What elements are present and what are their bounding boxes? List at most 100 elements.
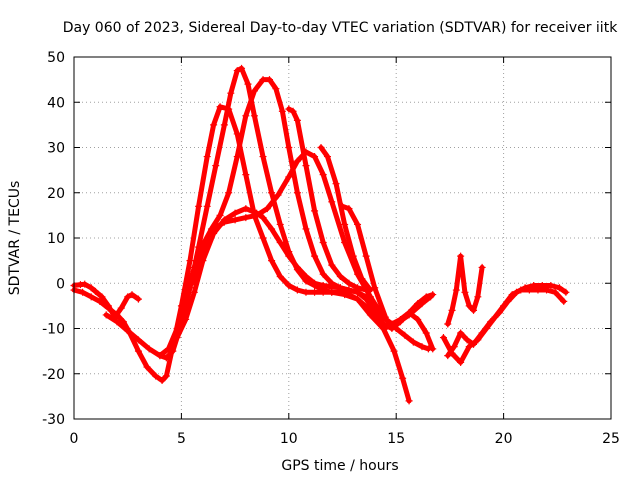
series-arc-9 (339, 202, 389, 321)
data-point (259, 153, 267, 161)
data-point (422, 329, 430, 337)
data-point (210, 121, 218, 129)
x-tick-labels: 0 5 10 15 20 25 (70, 431, 620, 447)
data-point (362, 252, 370, 260)
data-point (285, 144, 293, 151)
data-point (285, 282, 293, 290)
data-point (371, 284, 379, 292)
data-point (354, 284, 362, 292)
data-point (555, 284, 563, 292)
data-point (220, 218, 228, 226)
data-point (444, 352, 452, 360)
data-point (186, 257, 194, 265)
data-point (145, 345, 153, 353)
data-point (444, 320, 452, 328)
data-point (551, 288, 559, 296)
data-point (345, 286, 353, 294)
series-arc-8 (317, 144, 374, 294)
data-point (195, 202, 203, 210)
data-point (156, 352, 164, 360)
data-point (158, 377, 166, 385)
data-point (250, 87, 258, 95)
data-point (203, 153, 211, 161)
data-point (113, 311, 121, 319)
data-point (152, 372, 160, 380)
data-point (134, 295, 142, 303)
data-point (452, 286, 460, 294)
series-arc-12 (444, 252, 486, 328)
data-point (253, 211, 261, 219)
data-point (401, 331, 409, 339)
data-point (418, 343, 426, 351)
data-point (302, 225, 310, 233)
data-point (422, 293, 430, 301)
data-point (319, 171, 327, 179)
data-point (366, 286, 374, 294)
data-point (409, 338, 417, 346)
y-tick-label: 40 (47, 95, 65, 111)
data-point (124, 293, 132, 301)
data-point (429, 291, 437, 299)
data-point (102, 311, 110, 319)
data-point (169, 347, 177, 355)
data-point (293, 116, 301, 124)
data-point (113, 318, 121, 326)
data-point (405, 397, 413, 405)
data-point (220, 121, 228, 129)
data-point (491, 313, 499, 321)
data-point (188, 279, 196, 287)
data-point (302, 162, 310, 170)
data-point (276, 272, 284, 280)
data-point (336, 284, 344, 292)
data-point (98, 293, 106, 301)
chart-title: Day 060 of 2023, Sidereal Day-to-day VTE… (63, 20, 618, 36)
data-point (233, 67, 241, 75)
data-point (354, 295, 362, 303)
data-point (276, 220, 284, 228)
data-point (534, 286, 542, 294)
data-point (319, 239, 327, 247)
data-point (143, 363, 151, 371)
data-point (212, 162, 220, 170)
data-point (259, 76, 267, 84)
x-tick-label: 0 (70, 431, 79, 447)
data-point (562, 288, 570, 296)
data-point (500, 302, 508, 310)
data-point (366, 293, 374, 301)
data-point (104, 304, 112, 312)
data-point (274, 191, 282, 199)
data-point (285, 173, 293, 181)
data-point (448, 349, 456, 357)
data-point (79, 288, 87, 296)
data-point (162, 372, 170, 380)
data-point (238, 64, 246, 72)
data-point (517, 286, 525, 294)
data-point (341, 291, 349, 299)
data-point (457, 358, 465, 366)
data-point (328, 283, 336, 291)
data-point (134, 336, 142, 344)
data-point (250, 112, 258, 120)
data-point (268, 257, 276, 265)
data-point (328, 198, 336, 206)
data-point (358, 275, 366, 283)
data-point (474, 336, 482, 344)
data-point (478, 263, 486, 271)
data-point (231, 216, 239, 224)
data-point (465, 302, 473, 310)
data-point (345, 279, 353, 287)
data-point (465, 343, 473, 351)
data-point (311, 207, 319, 215)
data-point (293, 263, 301, 271)
data-point (293, 286, 301, 294)
data-point (311, 153, 319, 161)
data-point (317, 144, 325, 151)
data-point (225, 189, 233, 197)
data-point (474, 293, 482, 301)
data-point (332, 180, 340, 188)
data-point (450, 343, 458, 351)
data-point (341, 220, 349, 228)
data-point (233, 153, 241, 161)
series-arc-6 (188, 148, 432, 353)
